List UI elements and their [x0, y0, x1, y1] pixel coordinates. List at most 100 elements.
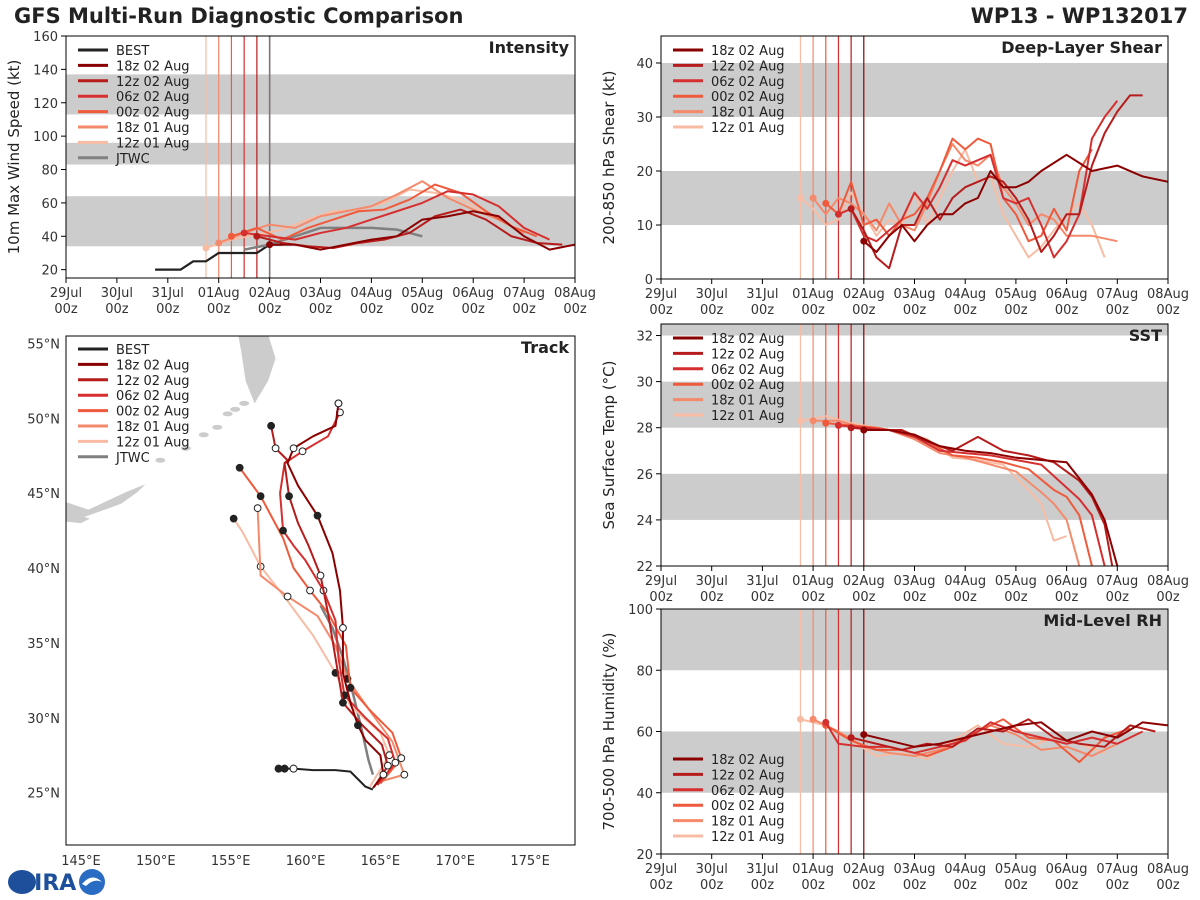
track-day-marker [339, 624, 347, 632]
rh-xtick-hour: 00z [903, 878, 927, 893]
track-lat-label: 30°N [27, 712, 60, 727]
sst-ylabel: Sea Surface Temp (°C) [600, 360, 618, 529]
track-day-marker [289, 444, 298, 453]
rh-xtick-hour: 00z [1055, 878, 1079, 893]
intensity-init-point [253, 232, 261, 240]
track-best-point [289, 764, 298, 773]
track-day-marker [267, 421, 275, 430]
track-day-marker [229, 514, 238, 523]
intensity-xtick-hour: 00z [563, 302, 587, 317]
shear-init-point [847, 205, 855, 213]
hokkaido-land [66, 508, 90, 524]
track-day-marker [271, 444, 280, 453]
sst-series-line [800, 415, 1067, 542]
sst-title: SST [1129, 326, 1162, 345]
track-jtwc-line [319, 604, 375, 775]
intensity-series-line [231, 183, 538, 241]
rh-xtick-date: 05Aug [995, 862, 1037, 877]
shear-xtick-hour: 00z [751, 303, 775, 318]
shear-panel: 01020304029Jul00z30Jul00z31Jul00z01Aug00… [600, 35, 1189, 318]
track-best-point [280, 764, 289, 773]
track-day-marker [397, 754, 406, 763]
intensity-xtick-hour: 00z [462, 302, 486, 317]
sst-xtick-hour: 00z [649, 590, 673, 605]
intensity-ylabel: 10m Max Wind Speed (kt) [5, 60, 23, 255]
intensity-legend-label: 18z 01 Aug [116, 121, 190, 136]
shear-ytick-label: 10 [636, 219, 653, 234]
intensity-series-line [244, 190, 550, 241]
shear-ytick-label: 40 [636, 57, 653, 72]
track-lat-label: 45°N [27, 487, 60, 502]
shear-xtick-date: 06Aug [1046, 287, 1088, 302]
track-lon-label: 170°E [435, 854, 475, 869]
sst-panel: 22242628303229Jul00z30Jul00z31Jul00z01Au… [600, 323, 1189, 605]
intensity-xtick-hour: 00z [156, 302, 180, 317]
track-series-line [232, 518, 391, 788]
rh-legend-label: 00z 02 Aug [711, 799, 785, 814]
track-legend-label: 18z 01 Aug [116, 420, 190, 435]
page-title: GFS Multi-Run Diagnostic Comparison [14, 4, 464, 28]
storm-id: WP13 - WP132017 [970, 4, 1188, 28]
shear-series-line [863, 153, 1168, 253]
intensity-init-point [240, 229, 248, 237]
shear-xtick-date: 31Jul [746, 287, 778, 302]
intensity-ytick-label: 40 [41, 230, 58, 245]
rh-ytick-label: 40 [636, 787, 653, 802]
intensity-init-point [227, 232, 235, 240]
intensity-ytick-label: 160 [33, 30, 58, 45]
track-lat-label: 25°N [27, 787, 60, 802]
shear-ytick-label: 20 [636, 165, 653, 180]
intensity-xtick-hour: 00z [360, 302, 384, 317]
sst-xtick-hour: 00z [801, 590, 825, 605]
track-day-marker [306, 586, 314, 595]
intensity-xtick-date: 29Jul [50, 286, 82, 301]
sst-xtick-date: 06Aug [1046, 574, 1088, 589]
shear-xtick-hour: 00z [801, 303, 825, 318]
intensity-xtick-date: 30Jul [101, 286, 133, 301]
intensity-lines [155, 180, 575, 271]
sst-xtick-hour: 00z [1106, 590, 1130, 605]
rh-band [661, 731, 1168, 793]
track-day-marker [379, 770, 388, 779]
rh-xtick-date: 02Aug [843, 862, 885, 877]
track-day-marker [256, 492, 265, 501]
shear-xtick-date: 03Aug [894, 287, 936, 302]
track-lat-label: 50°N [27, 412, 60, 427]
intensity-xtick-hour: 00z [512, 302, 536, 317]
intensity-xtick-date: 05Aug [401, 286, 443, 301]
rh-title: Mid-Level RH [1043, 611, 1162, 630]
track-day-marker [391, 758, 400, 767]
sst-legend-label: 18z 01 Aug [711, 394, 785, 409]
sst-legend-label: 06z 02 Aug [711, 363, 785, 378]
sst-legend-label: 00z 02 Aug [711, 378, 785, 393]
rh-xtick-date: 01Aug [792, 862, 834, 877]
rh-xtick-hour: 00z [751, 878, 775, 893]
rh-series-line [824, 721, 1144, 754]
shear-ytick-label: 0 [645, 273, 653, 288]
shear-init-point [860, 237, 868, 245]
track-legend-label: 12z 01 Aug [116, 435, 190, 450]
sst-ytick-label: 30 [636, 376, 653, 391]
track-day-marker [283, 592, 292, 601]
sst-xtick-hour: 00z [1156, 590, 1180, 605]
intensity-ytick-label: 80 [41, 164, 58, 179]
shear-xtick-date: 04Aug [944, 287, 986, 302]
shear-ylabel: 200-850 hPa Shear (kt) [600, 71, 618, 245]
rh-ytick-label: 100 [628, 603, 653, 618]
kuril-land [66, 484, 146, 518]
kamchatka-land [238, 336, 276, 404]
rh-init-point [860, 731, 868, 739]
shear-legend-label: 18z 02 Aug [711, 44, 785, 59]
shear-xtick-hour: 00z [954, 303, 978, 318]
track-day-marker [383, 761, 392, 770]
intensity-band [66, 196, 575, 247]
kuril-island [180, 445, 191, 451]
sst-legend-label: 12z 02 Aug [711, 347, 785, 362]
shear-title: Deep-Layer Shear [1001, 38, 1162, 57]
track-lon-label: 165°E [361, 854, 401, 869]
intensity-xtick-hour: 00z [54, 302, 78, 317]
shear-lines [796, 94, 1168, 270]
rh-legend-label: 18z 01 Aug [711, 815, 785, 830]
shear-xtick-hour: 00z [903, 303, 927, 318]
sst-lines [796, 415, 1119, 566]
